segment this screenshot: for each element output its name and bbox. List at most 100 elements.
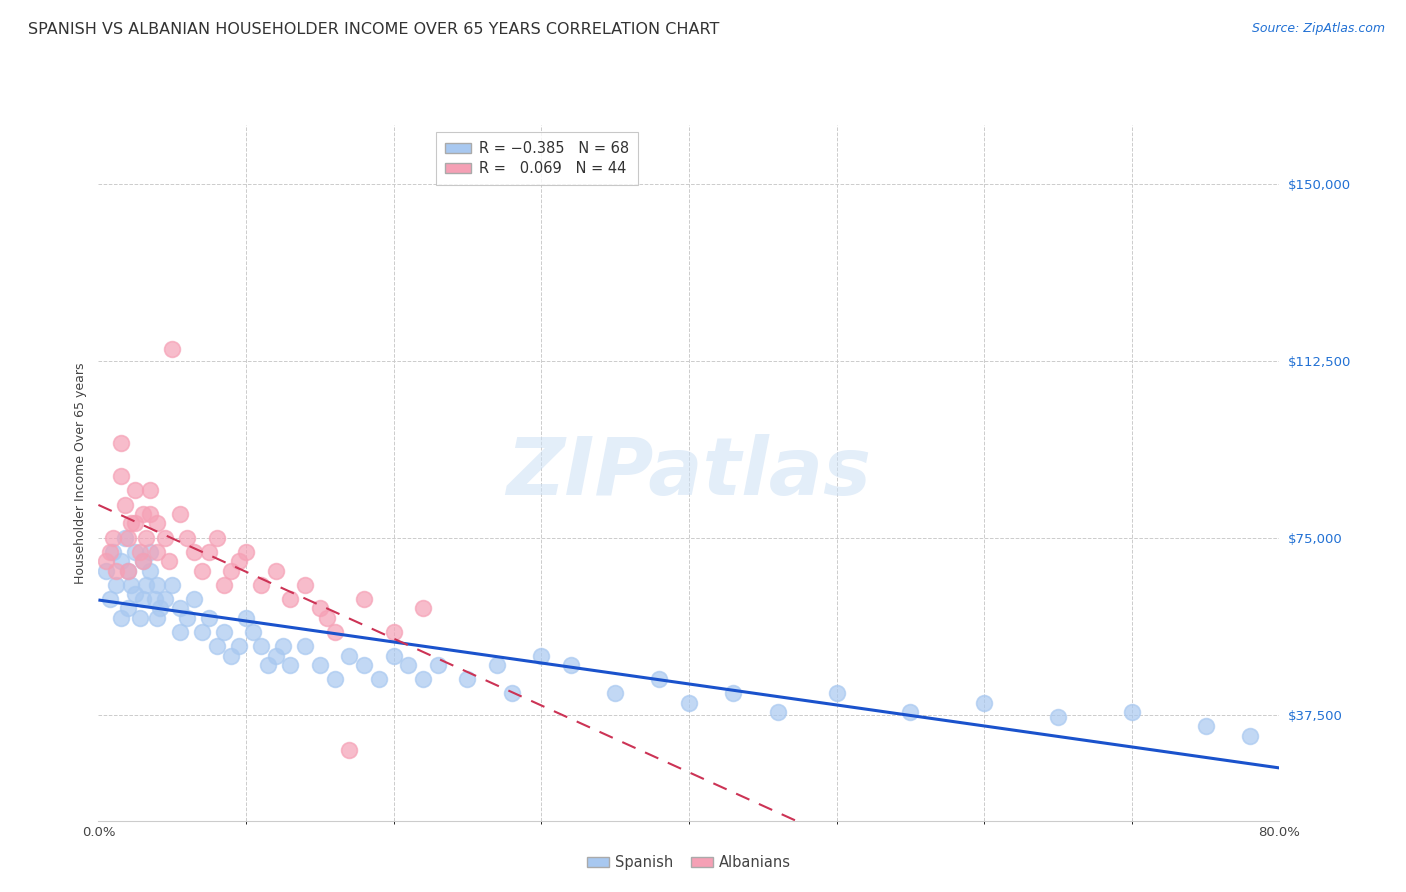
Text: ZIPatlas: ZIPatlas [506,434,872,512]
Point [169,601,191,615]
Point [153,531,176,545]
Point [124,545,146,559]
Point [146,545,169,559]
Point [191,564,214,578]
Text: Source: ZipAtlas.com: Source: ZipAtlas.com [1251,22,1385,36]
Point [337,648,360,663]
Point [169,624,191,639]
Point [105,564,128,578]
Point [162,342,183,356]
Point [139,507,162,521]
Point [110,469,132,483]
Legend: Spanish, Albanians: Spanish, Albanians [582,849,796,876]
Point [198,611,221,625]
Point [114,498,136,512]
Text: SPANISH VS ALBANIAN HOUSEHOLDER INCOME OVER 65 YEARS CORRELATION CHART: SPANISH VS ALBANIAN HOUSEHOLDER INCOME O… [28,22,720,37]
Point [309,601,332,615]
Point [94,554,117,568]
Point [132,591,155,606]
Point [250,639,273,653]
Point [412,672,434,686]
Point [110,554,132,568]
Point [128,545,150,559]
Point [94,564,117,578]
Point [169,507,191,521]
Point [766,705,789,719]
Point [264,648,287,663]
Point [146,516,169,531]
Point [128,611,150,625]
Point [146,578,169,592]
Point [183,545,205,559]
Point [110,611,132,625]
Point [120,578,142,592]
Point [114,531,136,545]
Point [271,639,294,653]
Point [242,624,264,639]
Point [382,624,405,639]
Point [132,507,155,521]
Point [382,648,405,663]
Point [205,639,228,653]
Point [139,545,162,559]
Point [501,686,523,700]
Point [648,672,671,686]
Point [162,578,183,592]
Point [135,531,157,545]
Point [316,611,339,625]
Point [353,657,375,672]
Point [117,564,139,578]
Point [294,578,316,592]
Point [149,601,172,615]
Point [135,578,157,592]
Point [117,601,139,615]
Point [250,578,273,592]
Point [235,611,257,625]
Point [294,639,316,653]
Point [110,436,132,450]
Point [605,686,627,700]
Point [427,657,450,672]
Point [98,591,121,606]
Point [456,672,478,686]
Point [721,686,744,700]
Point [157,554,180,568]
Point [124,516,146,531]
Point [337,743,360,757]
Point [176,611,198,625]
Point [323,624,346,639]
Point [228,554,250,568]
Point [139,564,162,578]
Point [228,639,250,653]
Point [191,624,214,639]
Point [139,483,162,498]
Point [176,531,198,545]
Point [120,516,142,531]
Point [212,624,235,639]
Point [132,554,155,568]
Point [368,672,391,686]
Point [124,483,146,498]
Point [103,531,125,545]
Point [198,545,221,559]
Point [1046,710,1069,724]
Point [235,545,257,559]
Point [1195,719,1218,733]
Point [219,648,242,663]
Point [278,591,302,606]
Point [146,611,169,625]
Point [257,657,280,672]
Point [124,587,146,601]
Point [1121,705,1143,719]
Point [396,657,419,672]
Point [103,545,125,559]
Point [212,578,235,592]
Point [183,591,205,606]
Point [219,564,242,578]
Point [486,657,509,672]
Point [678,696,700,710]
Point [105,578,128,592]
Point [309,657,332,672]
Point [825,686,848,700]
Point [98,545,121,559]
